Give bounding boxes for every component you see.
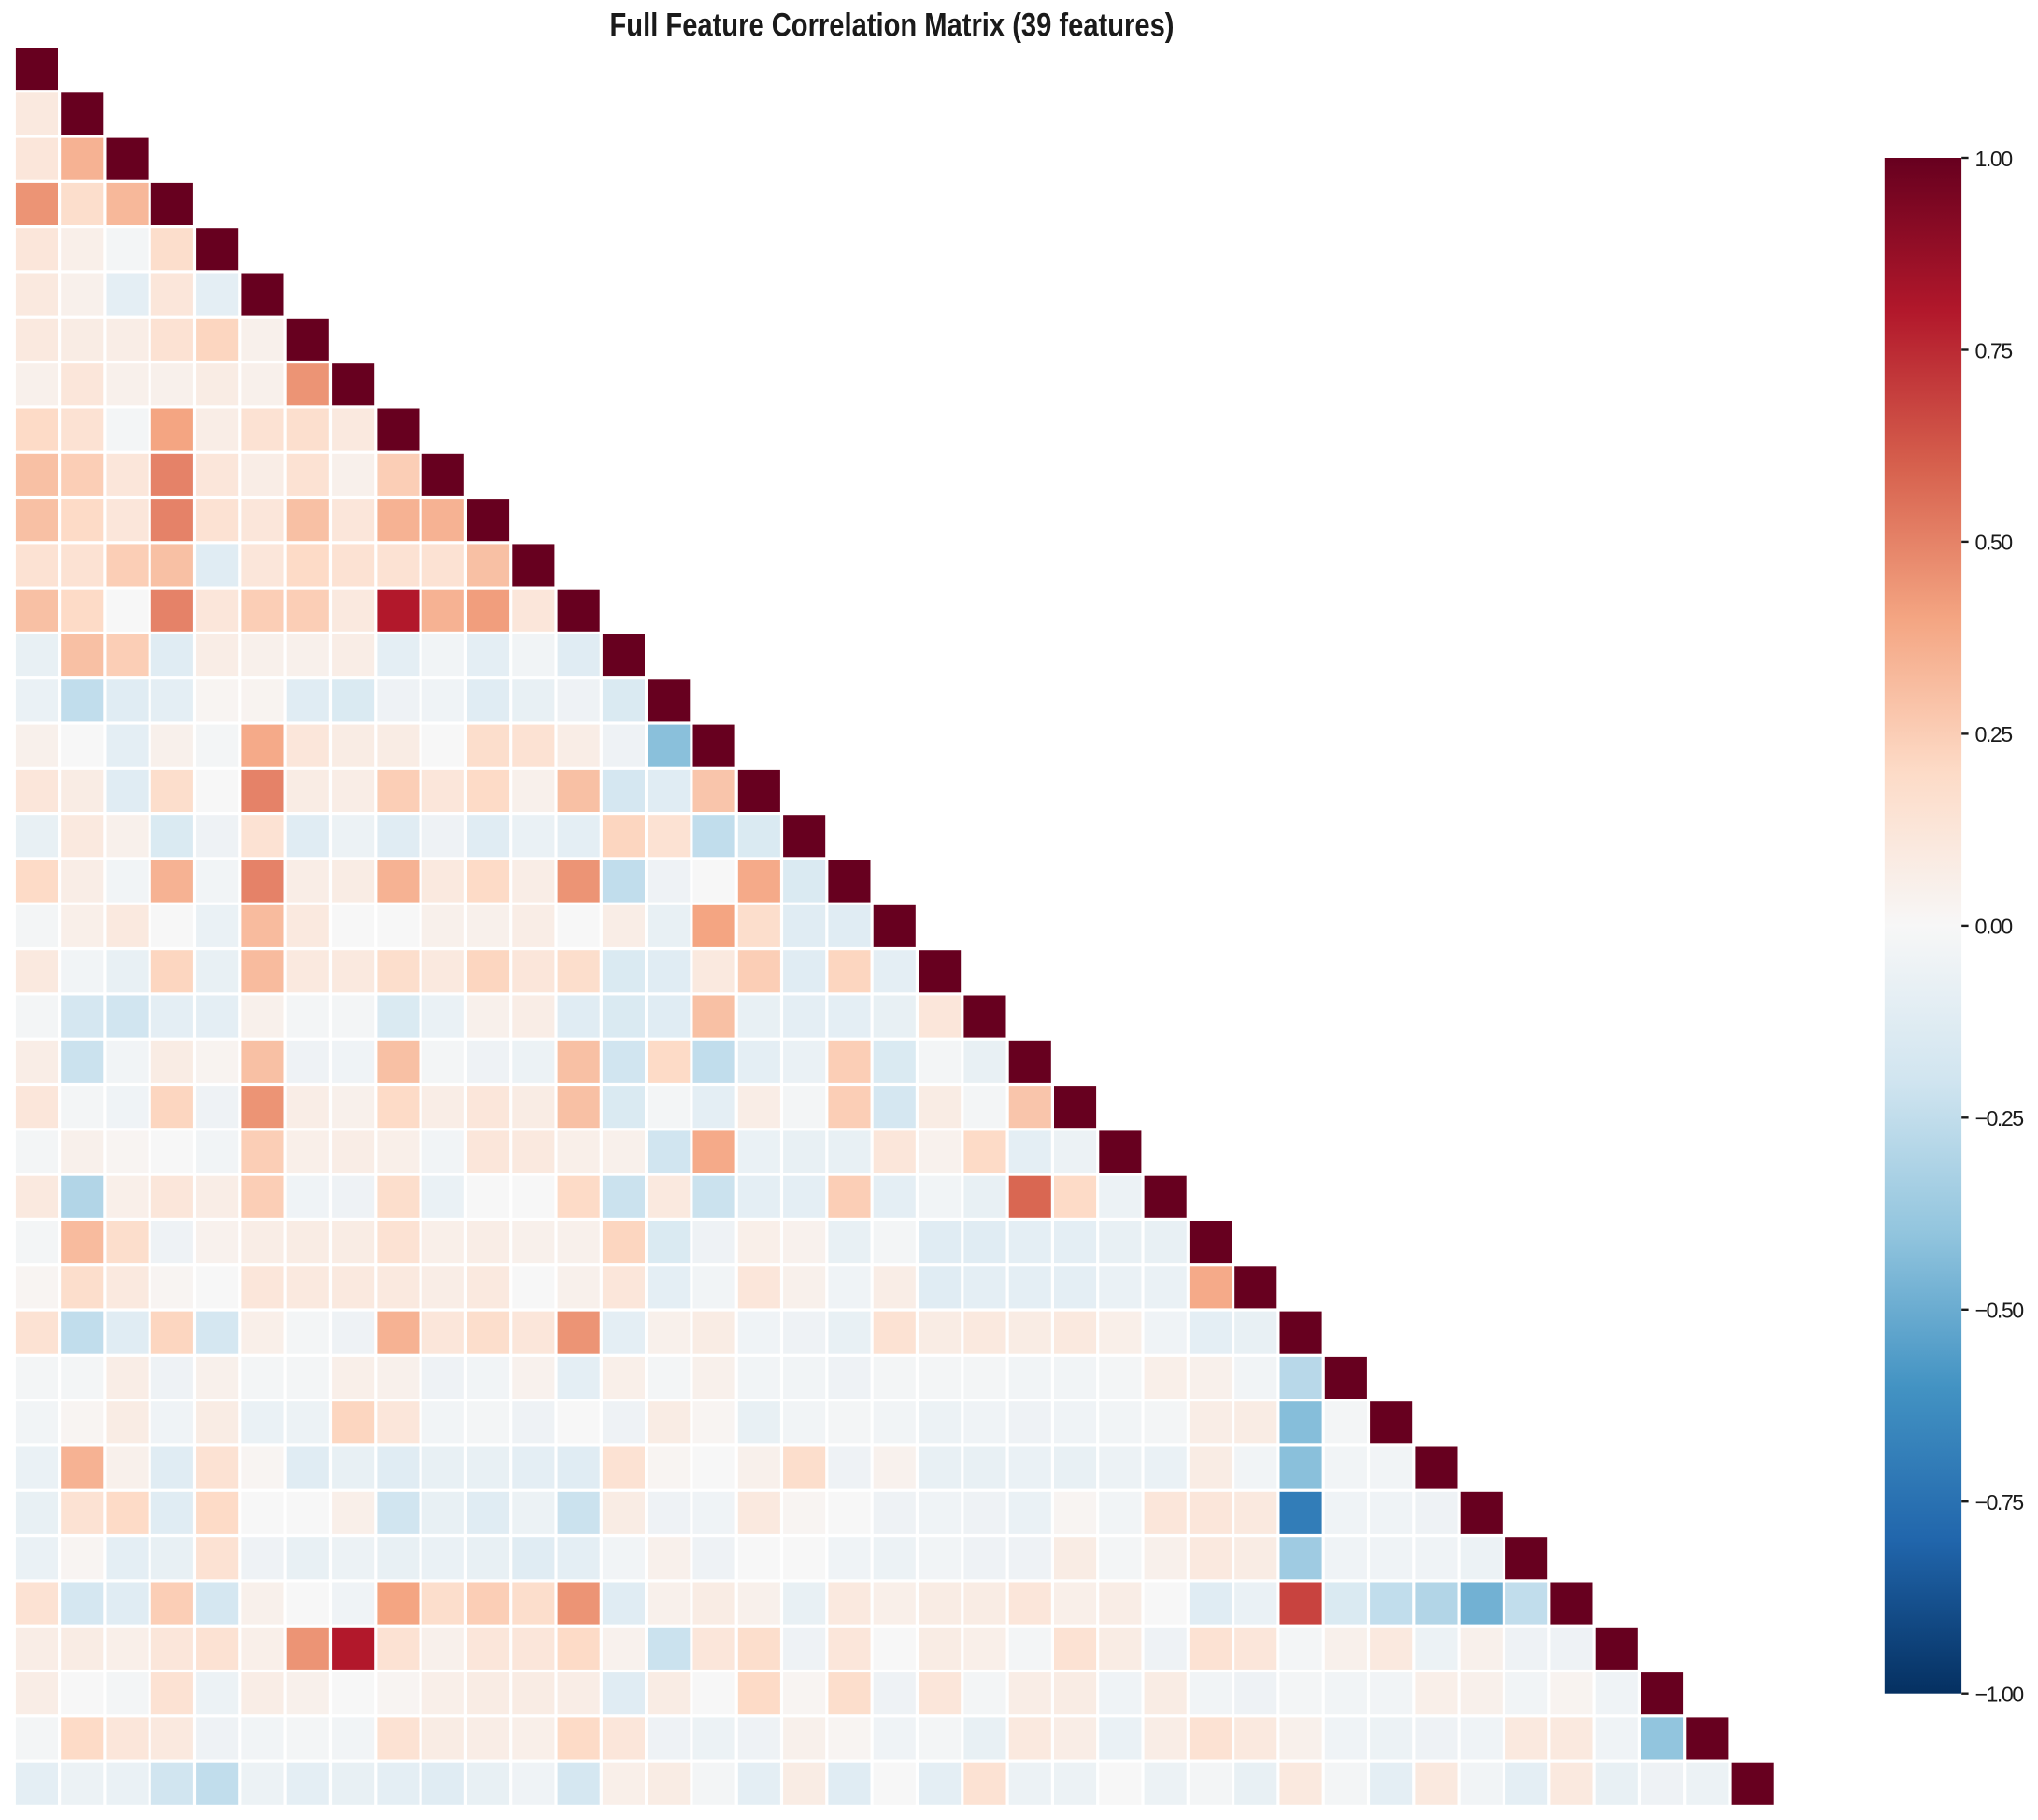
svg-text:−0.25: −0.25 xyxy=(1975,1106,2024,1130)
svg-text:−0.75: −0.75 xyxy=(1975,1490,2024,1514)
svg-text:1.00: 1.00 xyxy=(1975,147,2013,171)
svg-text:Full Feature Correlation Matri: Full Feature Correlation Matrix (39 feat… xyxy=(610,7,1175,44)
svg-text:−1.00: −1.00 xyxy=(1975,1683,2024,1707)
svg-text:0.00: 0.00 xyxy=(1975,915,2013,939)
svg-text:0.50: 0.50 xyxy=(1975,531,2013,555)
svg-text:−0.50: −0.50 xyxy=(1975,1299,2024,1323)
svg-text:0.25: 0.25 xyxy=(1975,722,2013,746)
svg-text:0.75: 0.75 xyxy=(1975,338,2013,363)
